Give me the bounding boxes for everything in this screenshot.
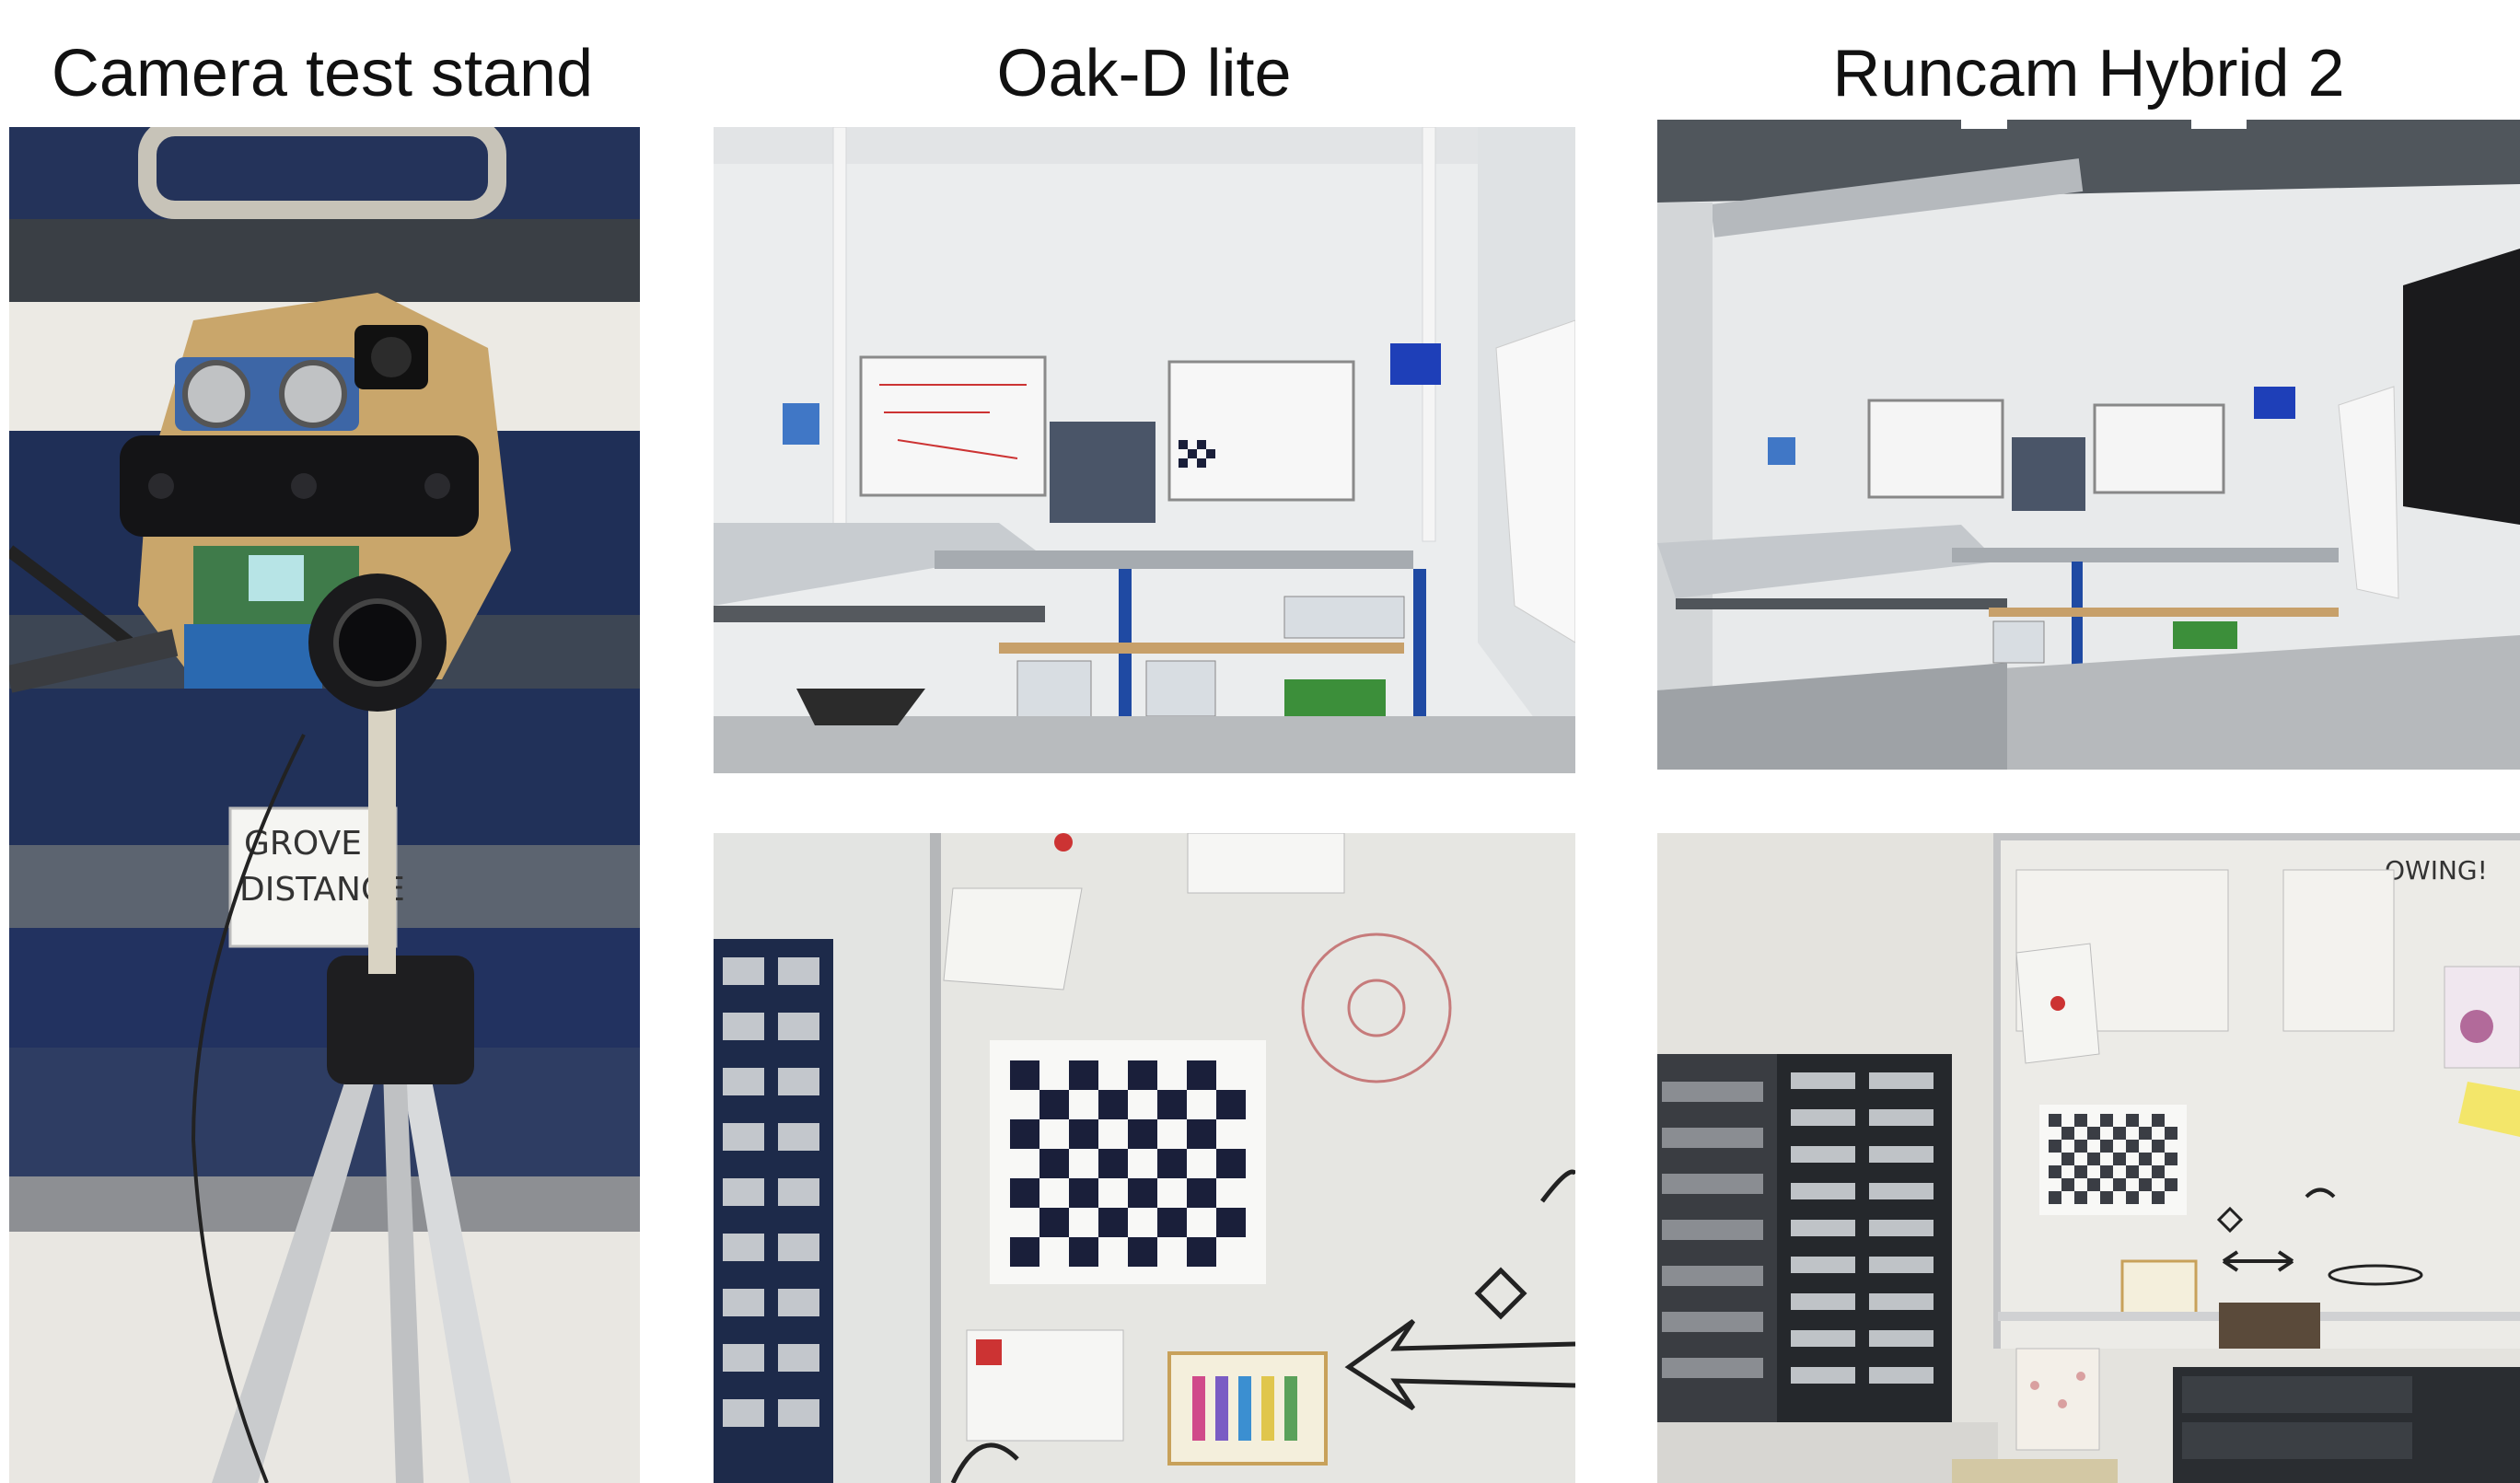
title-camera-stand: Camera test stand [51, 37, 594, 110]
title-runcam-hybrid-2: Runcam Hybrid 2 [1832, 37, 2345, 110]
title-oak-d-lite: Oak-D lite [996, 37, 1292, 110]
runcam-hybrid-2-closeup-photo: OWING! [1657, 833, 2520, 1483]
runcam-hybrid-2-wide-photo [1657, 120, 2520, 770]
camera-test-stand-photo: GROVE DISTANCE [9, 127, 640, 1483]
oak-d-lite-closeup-photo [714, 833, 1575, 1483]
whiteboard-text: OWING! [2385, 855, 2488, 886]
oak-d-lite-wide-photo [714, 127, 1575, 773]
svg-text:GROVE: GROVE [244, 825, 362, 863]
